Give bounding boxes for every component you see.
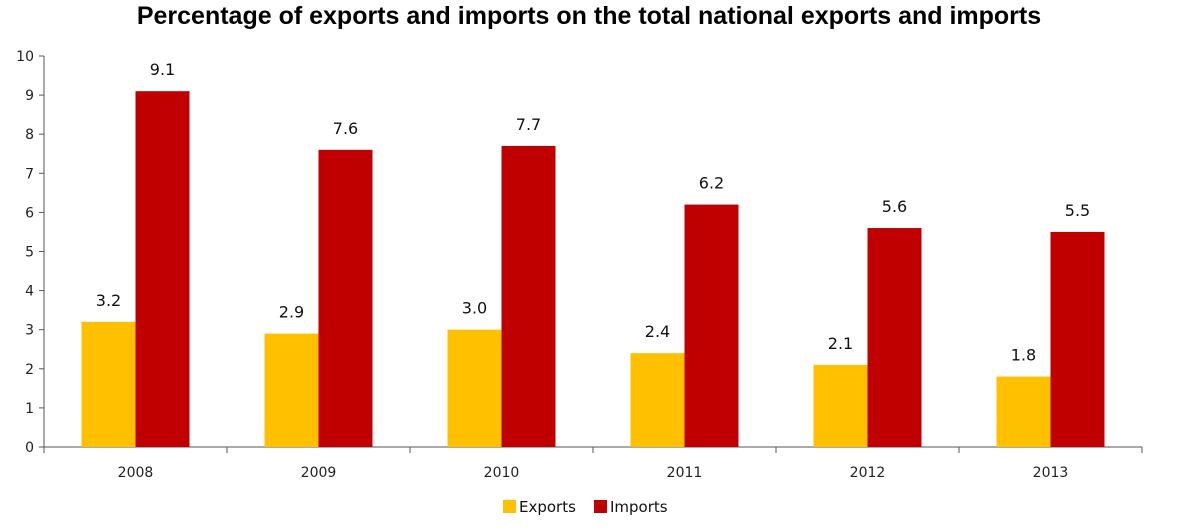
data-label-exports-2011: 2.4 xyxy=(645,322,670,341)
x-tick-label: 2010 xyxy=(484,465,520,481)
y-tick-label: 8 xyxy=(25,127,34,143)
data-label-imports-2008: 9.1 xyxy=(150,60,175,79)
data-label-imports-2012: 5.6 xyxy=(882,197,907,216)
y-tick-label: 1 xyxy=(25,401,34,417)
bar-exports-2012 xyxy=(813,364,868,447)
data-label-imports-2009: 7.6 xyxy=(333,119,358,138)
data-label-imports-2010: 7.7 xyxy=(516,115,541,134)
data-label-exports-2013: 1.8 xyxy=(1011,346,1036,365)
x-tick-label: 2011 xyxy=(667,465,703,481)
data-label-exports-2008: 3.2 xyxy=(96,291,121,310)
bar-exports-2010 xyxy=(447,329,502,447)
y-tick-label: 10 xyxy=(16,49,34,65)
x-tick-label: 2012 xyxy=(850,465,886,481)
bar-exports-2013 xyxy=(996,376,1051,447)
y-tick-label: 3 xyxy=(25,323,34,339)
legend-label-imports: Imports xyxy=(610,498,668,516)
y-tick-label: 6 xyxy=(25,205,34,221)
data-label-imports-2011: 6.2 xyxy=(699,174,724,193)
y-tick-label: 4 xyxy=(25,284,34,300)
data-label-exports-2009: 2.9 xyxy=(279,303,304,322)
y-tick-label: 9 xyxy=(25,88,34,104)
bar-exports-2008 xyxy=(81,321,136,447)
data-label-exports-2010: 3.0 xyxy=(462,299,487,318)
y-tick-label: 5 xyxy=(25,245,34,261)
legend-label-exports: Exports xyxy=(519,498,576,516)
bar-imports-2011 xyxy=(684,204,739,447)
y-tick-label: 7 xyxy=(25,166,34,182)
y-tick-label: 0 xyxy=(25,440,34,456)
bar-exports-2011 xyxy=(630,353,685,447)
y-tick-label: 2 xyxy=(25,362,34,378)
y-axis: 0 1 2 3 4 5 6 7 8 9 10 xyxy=(16,49,45,456)
data-label-imports-2013: 5.5 xyxy=(1065,201,1090,220)
bars xyxy=(81,91,1105,447)
bar-imports-2010 xyxy=(501,145,556,447)
bar-imports-2009 xyxy=(318,149,373,447)
legend-swatch-exports xyxy=(503,500,516,513)
bar-imports-2008 xyxy=(135,91,190,447)
data-labels: 3.2 9.1 2.9 7.6 3.0 7.7 2.4 6.2 2.1 5.6 1.8 5.5 xyxy=(96,60,1090,364)
data-label-exports-2012: 2.1 xyxy=(828,334,853,353)
bar-imports-2012 xyxy=(867,228,922,447)
x-tick-label: 2008 xyxy=(118,465,154,481)
bar-exports-2009 xyxy=(264,333,319,447)
x-tick-label: 2013 xyxy=(1033,465,1069,481)
legend: Exports Imports xyxy=(503,498,668,516)
x-tick-label: 2009 xyxy=(301,465,337,481)
x-axis: 2008 2009 2010 2011 2012 2013 xyxy=(43,446,1143,481)
chart-title: Percentage of exports and imports on the… xyxy=(136,2,1042,30)
legend-swatch-imports xyxy=(594,500,607,513)
bar-imports-2013 xyxy=(1050,231,1105,447)
